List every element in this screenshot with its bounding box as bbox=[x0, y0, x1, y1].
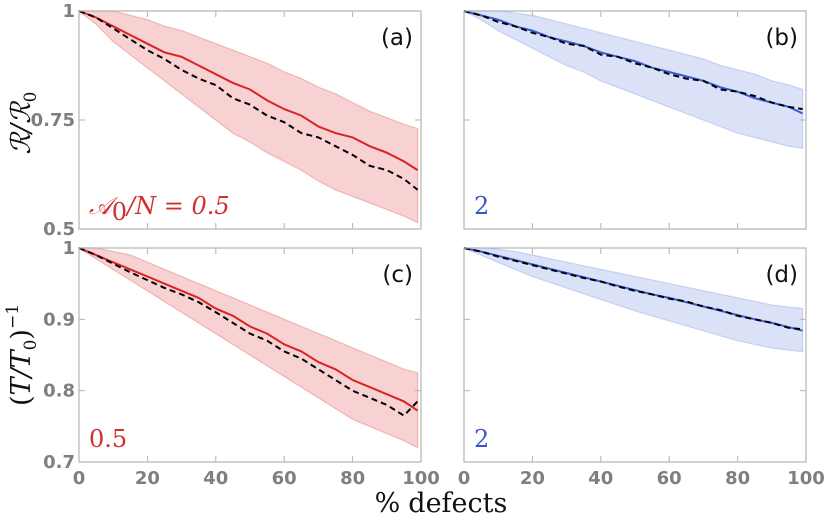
panel-label-c: (c) bbox=[382, 262, 413, 288]
xtick-label-c-40: 40 bbox=[203, 468, 228, 489]
annotation-a-sub: 0 bbox=[112, 198, 127, 226]
xtick-label-d-60: 60 bbox=[657, 468, 682, 489]
panel-label-b: (b) bbox=[765, 25, 798, 51]
band-b bbox=[463, 10, 804, 149]
mean-line-a bbox=[78, 10, 419, 171]
panels: 0.50.751(a)𝒜0/N = 0.5(b)20 20 40 60 80 1000.7… bbox=[31, 1, 825, 489]
xtick-label-d-100: 100 bbox=[787, 468, 825, 489]
y-axis-title-bottom-sup: −1 bbox=[3, 304, 23, 329]
y-axis-title-top-main: ℛ/ℛ bbox=[6, 100, 37, 155]
ytick-label-a-1: 1 bbox=[62, 1, 75, 22]
annotation-d-value: 2 bbox=[474, 425, 489, 453]
annotation-c-value: 0.5 bbox=[89, 425, 127, 453]
ytick-label-c-0.7: 0.7 bbox=[43, 452, 75, 473]
x-axis-title: % defects bbox=[375, 488, 508, 519]
y-axis-title-top-sub: 0 bbox=[21, 91, 41, 102]
frame-d bbox=[463, 247, 807, 463]
y-axis-title-top: ℛ/ℛ0 bbox=[6, 91, 41, 154]
xtick-label-c-60: 60 bbox=[272, 468, 297, 489]
annotation-c: 0.5 bbox=[89, 425, 127, 453]
panel-label-a: (a) bbox=[381, 25, 413, 51]
annotation-a-rest: /N = 0.5 bbox=[125, 192, 230, 220]
dashed-line-c bbox=[78, 247, 419, 417]
mean-line-b bbox=[463, 10, 804, 115]
y-axis-title-bottom-close: ) bbox=[6, 329, 37, 340]
ytick-label-a-0.75: 0.75 bbox=[31, 110, 75, 131]
annotation-b-value: 2 bbox=[474, 192, 489, 220]
xtick-label-d-0: 0 bbox=[458, 468, 471, 489]
panel-d: 0 20 40 60 80 100 (d) 2 bbox=[458, 247, 825, 489]
ytick-label-a-0.5: 0.5 bbox=[43, 219, 75, 240]
annotation-a: 𝒜0/N = 0.5 bbox=[89, 192, 230, 226]
xtick-label-d-20: 20 bbox=[520, 468, 545, 489]
ytick-label-c-0.9: 0.9 bbox=[43, 309, 75, 330]
panel-label-d: (d) bbox=[765, 262, 798, 288]
y-axis-title-bottom-main: T/T bbox=[6, 348, 37, 395]
annotation-d: 2 bbox=[474, 425, 489, 453]
svg-text:ℛ/ℛ0: ℛ/ℛ0 bbox=[6, 91, 41, 154]
y-axis-title-bottom-open: ( bbox=[6, 396, 37, 407]
x-axis-title-text: defects bbox=[408, 488, 507, 519]
x-axis-title-symbol: % bbox=[375, 488, 401, 519]
y-axis-title-bottom: (T/T0)−1 bbox=[3, 304, 41, 406]
ytick-label-c-0.8: 0.8 bbox=[43, 381, 75, 402]
band-d bbox=[463, 247, 804, 353]
xtick-label-c-0: 0 bbox=[73, 468, 86, 489]
annotation-b: 2 bbox=[474, 192, 489, 220]
svg-text:(T/T0)−1: (T/T0)−1 bbox=[3, 304, 41, 406]
xtick-label-d-80: 80 bbox=[725, 468, 750, 489]
ytick-label-c-1: 1 bbox=[62, 238, 75, 259]
band-c bbox=[76, 247, 419, 449]
frame-c bbox=[78, 247, 422, 463]
panel-a: 0.5 0.75 1 (a) 𝒜0/N = 0.5 bbox=[31, 1, 422, 240]
dashed-line-d bbox=[463, 247, 803, 331]
xtick-label-c-100: 100 bbox=[402, 468, 440, 489]
xtick-label-c-80: 80 bbox=[340, 468, 365, 489]
dashed-line-a bbox=[78, 10, 419, 191]
panel-c: 0 20 40 60 80 100 0.7 0.8 0.9 1 (c) 0.5 bbox=[43, 238, 440, 489]
panel-b: (b) 2 bbox=[463, 10, 807, 230]
mean-line-c bbox=[78, 247, 419, 412]
xtick-label-d-40: 40 bbox=[588, 468, 613, 489]
band-a bbox=[77, 10, 419, 224]
y-axis-title-bottom-sub: 0 bbox=[21, 340, 41, 351]
xtick-label-c-20: 20 bbox=[135, 468, 160, 489]
